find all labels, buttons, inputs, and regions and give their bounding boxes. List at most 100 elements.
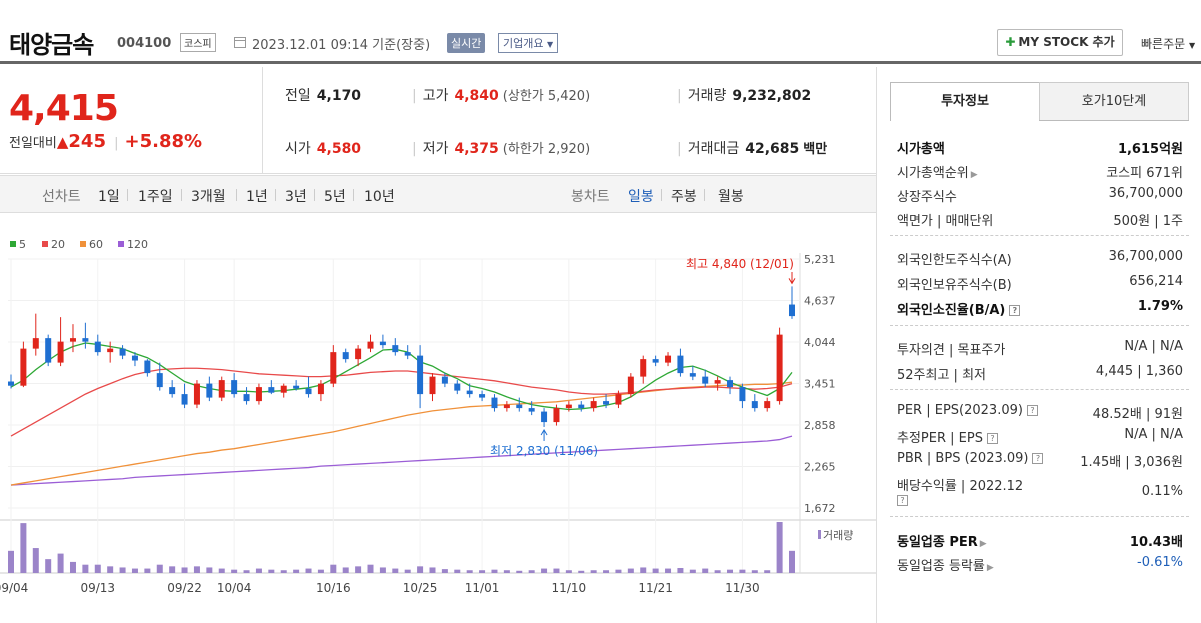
- candle: [94, 341, 101, 353]
- period-1d[interactable]: 1일: [98, 189, 120, 205]
- volume-bar: [528, 570, 535, 573]
- volume-bar: [144, 568, 151, 573]
- day-high: | 고가 4,840 (상한가 5,420): [412, 88, 591, 104]
- candle-monthly[interactable]: 월봉: [718, 189, 744, 205]
- x-tick-label: 11/21: [638, 581, 673, 595]
- stock-header: 태양금속 004100 코스피 2023.12.01 09:14 기준(장중) …: [0, 0, 1201, 64]
- line-chart-label[interactable]: 선차트: [42, 189, 81, 205]
- info-row: 52주최고 | 최저 4,445 | 1,360: [897, 364, 1183, 383]
- period-selector: 선차트 1일 1주일 3개월 1년 3년 5년 10년 봉차트 일봉 주봉 월봉: [0, 175, 876, 213]
- candle: [156, 373, 163, 388]
- info-row[interactable]: 시가총액순위 ▶ 코스피 671위: [897, 166, 1183, 181]
- candle-chart-label[interactable]: 봉차트: [571, 189, 610, 205]
- realtime-button[interactable]: 실시간: [447, 33, 486, 53]
- candle: [503, 404, 510, 409]
- info-row: 배당수익률 | 2022.12? 0.11%: [897, 479, 1183, 506]
- help-icon[interactable]: ?: [1009, 305, 1021, 316]
- volume-bar: [491, 569, 498, 573]
- volume-bar: [367, 564, 374, 573]
- low-annotation: 최저 2,830 (11/06): [490, 444, 598, 458]
- candle: [169, 387, 176, 395]
- plus-icon: ✚: [1005, 35, 1016, 49]
- period-3m[interactable]: 3개월: [191, 189, 226, 205]
- volume-bar: [652, 568, 659, 573]
- candle: [280, 385, 287, 393]
- candle: [565, 404, 572, 409]
- volume-bar: [317, 569, 324, 573]
- candle: [8, 381, 14, 386]
- candle: [590, 401, 597, 409]
- candle: [379, 341, 386, 346]
- volume-bar: [181, 567, 188, 573]
- investment-info-panel: 투자정보 호가10단계 시가총액 1,615억원 시가총액순위 ▶ 코스피 671위 상장…: [876, 67, 1201, 623]
- stock-name: 태양금속: [9, 31, 94, 59]
- candle: [528, 408, 535, 412]
- candle: [181, 394, 188, 405]
- volume-bar: [107, 566, 114, 573]
- candle: [441, 376, 448, 384]
- price-chart[interactable]: 5 20 60 120 5,231 4,637 4,044 3,451 2,858 2,265 1,…: [0, 213, 876, 623]
- volume-bar: [627, 568, 634, 573]
- volume-label: 거래량: [823, 529, 853, 542]
- volume-bar: [417, 566, 424, 573]
- period-5y[interactable]: 5년: [324, 189, 346, 205]
- candle-daily[interactable]: 일봉: [628, 189, 654, 205]
- info-row: PBR | BPS (2023.09)? 1.45배 | 3,036원: [897, 451, 1183, 470]
- candle: [702, 376, 709, 384]
- volume-bar: [330, 564, 337, 573]
- legend-label: 5: [19, 238, 26, 251]
- volume-bar: [355, 566, 362, 573]
- arrow-right-icon: ▶: [970, 170, 978, 180]
- calendar-icon: [234, 37, 246, 48]
- arrow-right-icon: ▶: [986, 563, 994, 573]
- volume-bar: [578, 570, 585, 573]
- volume-bar: [454, 569, 461, 573]
- x-tick-label: 09/22: [167, 581, 202, 595]
- tab-orderbook[interactable]: 호가10단계: [1039, 82, 1189, 121]
- volume-bar: [677, 568, 684, 573]
- legend-swatch: [42, 241, 48, 247]
- ma120-line: [10, 435, 793, 486]
- add-mystock-button[interactable]: ✚ MY STOCK 추가: [997, 29, 1123, 56]
- candle: [231, 380, 238, 395]
- help-icon[interactable]: ?: [986, 433, 998, 444]
- x-tick-label: 09/04: [0, 581, 28, 595]
- volume-bar: [702, 568, 709, 573]
- period-1w[interactable]: 1주일: [138, 189, 173, 205]
- info-row[interactable]: 동일업종 PER ▶ 10.43배: [897, 535, 1183, 550]
- volume-bar: [8, 550, 14, 573]
- volume-bar: [714, 570, 721, 573]
- candle: [342, 352, 349, 360]
- period-3y[interactable]: 3년: [285, 189, 307, 205]
- y-tick-label: 3,451: [804, 378, 836, 391]
- chevron-down-icon: ▼: [546, 40, 554, 49]
- candle: [144, 360, 151, 374]
- candle: [293, 385, 300, 389]
- candle: [578, 404, 585, 409]
- volume-bar: [727, 569, 734, 573]
- candle-weekly[interactable]: 주봉: [671, 189, 697, 205]
- x-tick-label: 11/01: [465, 581, 500, 595]
- volume-bar: [119, 567, 126, 573]
- tab-invest-info[interactable]: 투자정보: [890, 82, 1040, 121]
- current-price: 4,415: [9, 88, 119, 129]
- help-icon[interactable]: ?: [1032, 453, 1044, 464]
- company-overview-dropdown[interactable]: 기업개요 ▼: [498, 33, 559, 53]
- info-row: 외국인한도주식수(A) 36,700,000: [897, 249, 1183, 268]
- candle: [367, 341, 374, 349]
- chevron-down-icon: ▼: [1189, 41, 1196, 50]
- help-icon[interactable]: ?: [1026, 405, 1038, 416]
- quick-order-button[interactable]: 빠른주문 ▼: [1141, 37, 1196, 51]
- volume-bar: [32, 548, 39, 573]
- x-tick-label: 09/13: [80, 581, 115, 595]
- info-row[interactable]: 동일업종 등락률 ▶ -0.61%: [897, 555, 1183, 574]
- help-icon[interactable]: ?: [897, 495, 908, 506]
- price-summary: [0, 67, 876, 174]
- candle: [417, 355, 424, 395]
- volume-bar: [665, 568, 672, 573]
- period-1y[interactable]: 1년: [246, 189, 268, 205]
- candle: [206, 383, 213, 398]
- volume-bar: [789, 550, 795, 573]
- candle: [479, 394, 486, 398]
- period-10y[interactable]: 10년: [364, 189, 395, 205]
